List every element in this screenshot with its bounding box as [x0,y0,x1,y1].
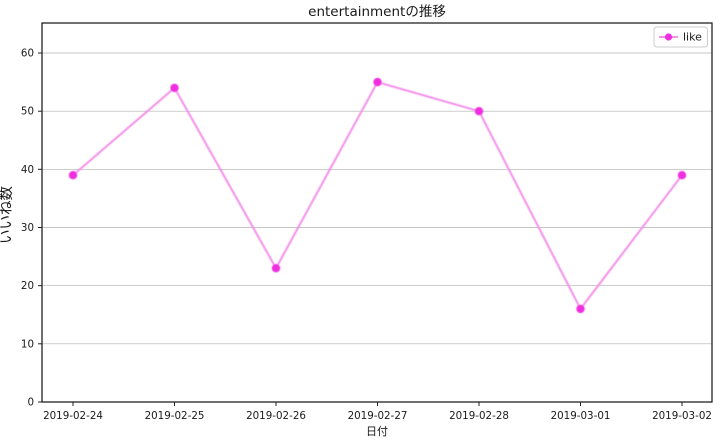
svg-text:2019-02-28: 2019-02-28 [449,410,509,422]
svg-text:30: 30 [21,222,34,234]
svg-text:2019-03-01: 2019-03-01 [551,410,611,422]
svg-text:20: 20 [21,280,34,292]
svg-text:10: 10 [21,338,34,350]
svg-text:like: like [683,31,702,44]
svg-text:2019-02-26: 2019-02-26 [246,410,306,422]
svg-text:日付: 日付 [366,425,388,438]
svg-text:2019-02-27: 2019-02-27 [348,410,408,422]
svg-text:2019-03-02: 2019-03-02 [652,410,712,422]
svg-text:60: 60 [21,48,34,60]
svg-text:いいね数: いいね数 [0,186,15,244]
svg-text:2019-02-25: 2019-02-25 [145,410,205,422]
svg-text:entertainmentの推移: entertainmentの推移 [308,4,446,20]
svg-text:2019-02-24: 2019-02-24 [43,410,103,422]
svg-text:50: 50 [21,106,34,118]
svg-text:40: 40 [21,164,34,176]
svg-text:0: 0 [27,397,34,409]
